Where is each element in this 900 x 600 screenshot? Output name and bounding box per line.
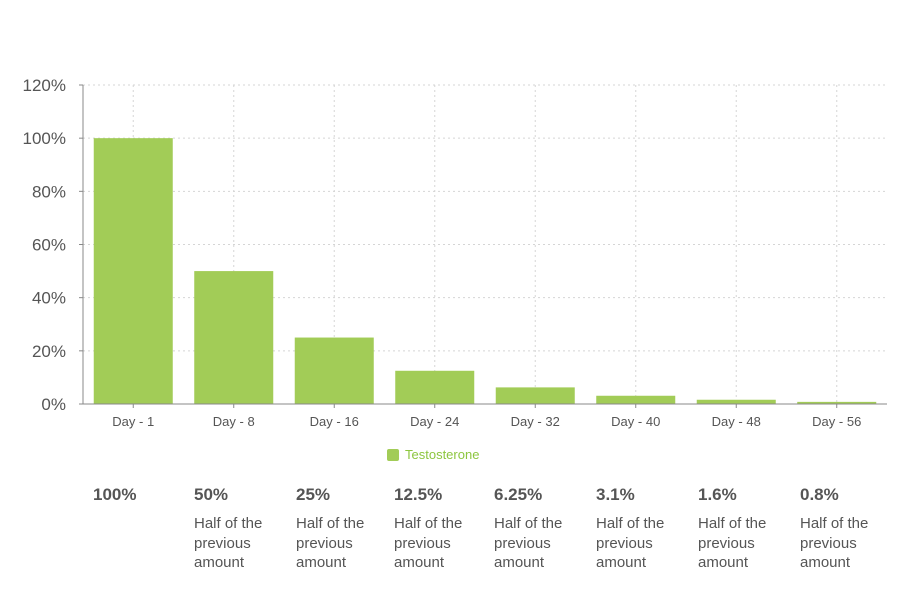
summary-note-line: Half of the [296,515,365,532]
x-tick-label: Day - 40 [611,414,660,429]
x-tick-label: Day - 8 [213,414,255,429]
x-axis-ticks: Day - 1 Day - 8 Day - 16 Day - 24 Day - 32 Da… [112,404,861,429]
bar-day-32[interactable] [495,387,575,404]
y-tick-label: 60% [32,236,66,255]
bar-day-56[interactable] [797,401,877,404]
summary-note-line: amount [494,554,545,571]
summary-percentage: 6.25% [494,485,543,504]
y-axis-ticks: 0% 20% 40% 60% 80% 100% 120% [23,76,83,414]
x-tick-label: Day - 24 [410,414,459,429]
summary-note-line: Half of the [494,515,563,532]
summary-note: Half of the previous amount [194,514,294,573]
x-tick-label: Day - 32 [511,414,560,429]
testosterone-bar-chart: 0%20%40%60%80%100%120% Day - 1 Day - 8 Day… [23,76,887,462]
bar-day-8[interactable] [194,271,274,404]
decay-summary-row: 100% 50% Half of the previous amount 25% Half … [0,484,900,584]
summary-column: 6.25% Half of the previous amount [494,484,594,573]
summary-note: Half of the previous amount [296,514,396,573]
summary-note: Half of the previous amount [596,514,696,573]
x-tick-label: Day - 48 [712,414,761,429]
summary-column: 1.6% Half of the previous amount [698,484,798,573]
summary-note-line: previous [494,534,551,552]
summary-percentage: 100% [93,485,137,504]
y-tick-label: 40% [32,289,66,308]
summary-note-line: amount [698,554,749,571]
summary-note-line: amount [800,554,851,571]
summary-column: 12.5% Half of the previous amount [394,484,494,573]
summary-note: Half of the previous amount [698,514,798,573]
y-tick-label: 0% [41,395,66,414]
legend[interactable]: Testosterone [387,447,479,462]
x-tick-label: Day - 16 [310,414,359,429]
bar-day-16[interactable] [294,337,374,404]
legend-swatch-testosterone[interactable] [387,449,399,461]
summary-note-line: Half of the [194,515,263,532]
summary-percentage: 12.5% [394,485,443,504]
summary-percentage: 3.1% [596,485,635,504]
summary-note-line: amount [194,554,245,571]
bar-day-24[interactable] [395,370,475,404]
summary-note: Half of the previous amount [494,514,594,573]
summary-note-line: previous [596,534,653,552]
summary-note: Half of the previous amount [394,514,494,573]
summary-percentage: 0.8% [800,485,839,504]
summary-note-line: amount [596,554,647,571]
summary-note-line: previous [194,534,251,552]
bars [93,138,877,404]
summary-column: 100% [93,484,193,508]
y-tick-label: 20% [32,342,66,361]
summary-note-line: Half of the [698,515,767,532]
summary-note-line: amount [296,554,347,571]
y-tick-label: 80% [32,182,66,201]
summary-column: 50% Half of the previous amount [194,484,294,573]
legend-label-testosterone[interactable]: Testosterone [405,447,479,462]
bar-day-1[interactable] [93,138,173,404]
summary-note-line: Half of the [394,515,463,532]
bar-day-48[interactable] [696,399,776,404]
summary-percentage: 1.6% [698,485,737,504]
summary-note-line: previous [296,534,353,552]
y-tick-label: 100% [23,129,66,148]
summary-note-line: Half of the [800,515,869,532]
summary-note-line: previous [800,534,857,552]
x-tick-label: Day - 1 [112,414,154,429]
summary-percentage: 25% [296,485,331,504]
x-tick-label: Day - 56 [812,414,861,429]
summary-note-line: previous [698,534,755,552]
summary-column: 3.1% Half of the previous amount [596,484,696,573]
summary-note: Half of the previous amount [800,514,900,573]
bar-day-40[interactable] [596,395,676,404]
y-tick-label: 120% [23,76,66,95]
summary-column: 25% Half of the previous amount [296,484,396,573]
summary-percentage: 50% [194,485,229,504]
summary-note-line: Half of the [596,515,665,532]
summary-note-line: previous [394,534,451,552]
summary-note-line: amount [394,554,445,571]
summary-column: 0.8% Half of the previous amount [800,484,900,573]
